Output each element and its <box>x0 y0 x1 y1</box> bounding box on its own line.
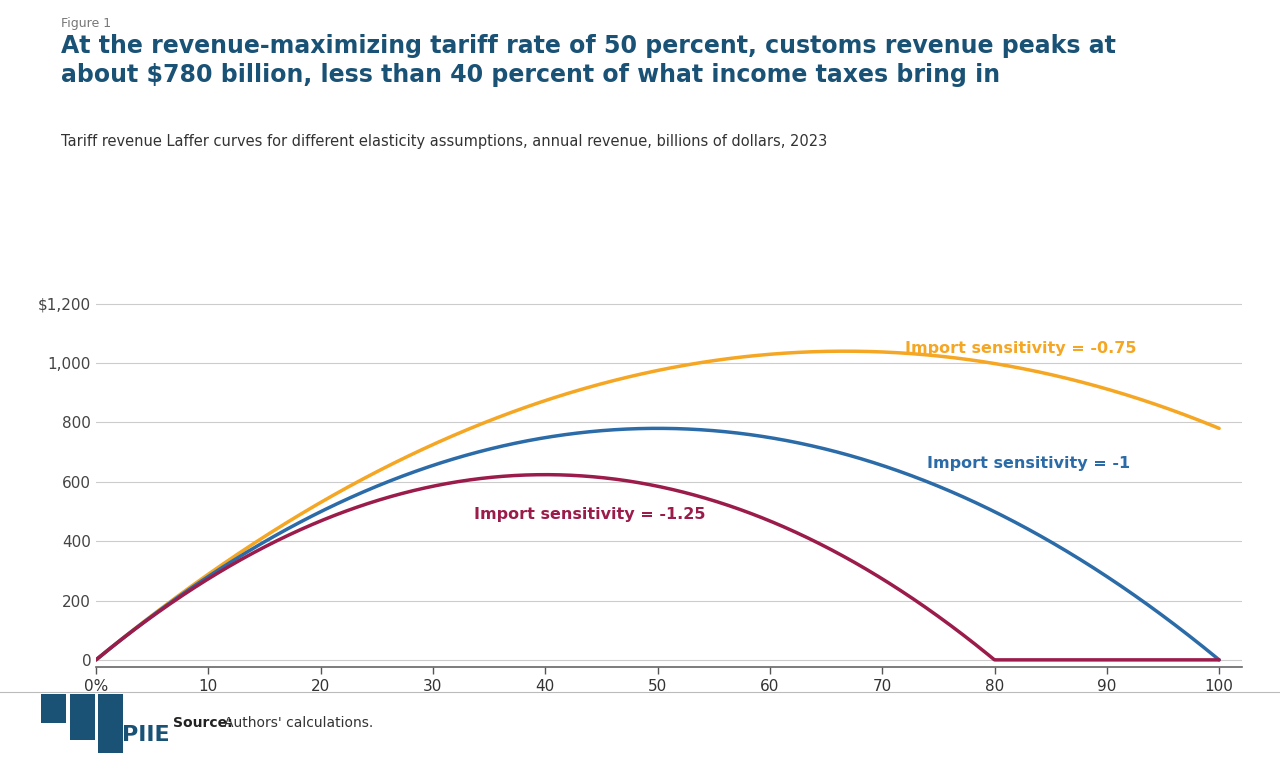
Text: Import sensitivity = -0.75: Import sensitivity = -0.75 <box>905 341 1137 357</box>
Text: Authors' calculations.: Authors' calculations. <box>224 716 374 730</box>
Bar <box>99 694 123 753</box>
Text: Figure 1: Figure 1 <box>61 17 111 30</box>
Text: Import sensitivity = -1.25: Import sensitivity = -1.25 <box>475 507 707 522</box>
Text: At the revenue-maximizing tariff rate of 50 percent, customs revenue peaks at
ab: At the revenue-maximizing tariff rate of… <box>61 34 1116 87</box>
Text: Tariff revenue Laffer curves for different elasticity assumptions, annual revenu: Tariff revenue Laffer curves for differe… <box>61 134 828 150</box>
Bar <box>41 694 67 723</box>
Bar <box>69 694 95 739</box>
Text: Source:: Source: <box>173 716 233 730</box>
Text: Import sensitivity = -1: Import sensitivity = -1 <box>927 456 1130 472</box>
Text: PIIE: PIIE <box>122 725 169 745</box>
